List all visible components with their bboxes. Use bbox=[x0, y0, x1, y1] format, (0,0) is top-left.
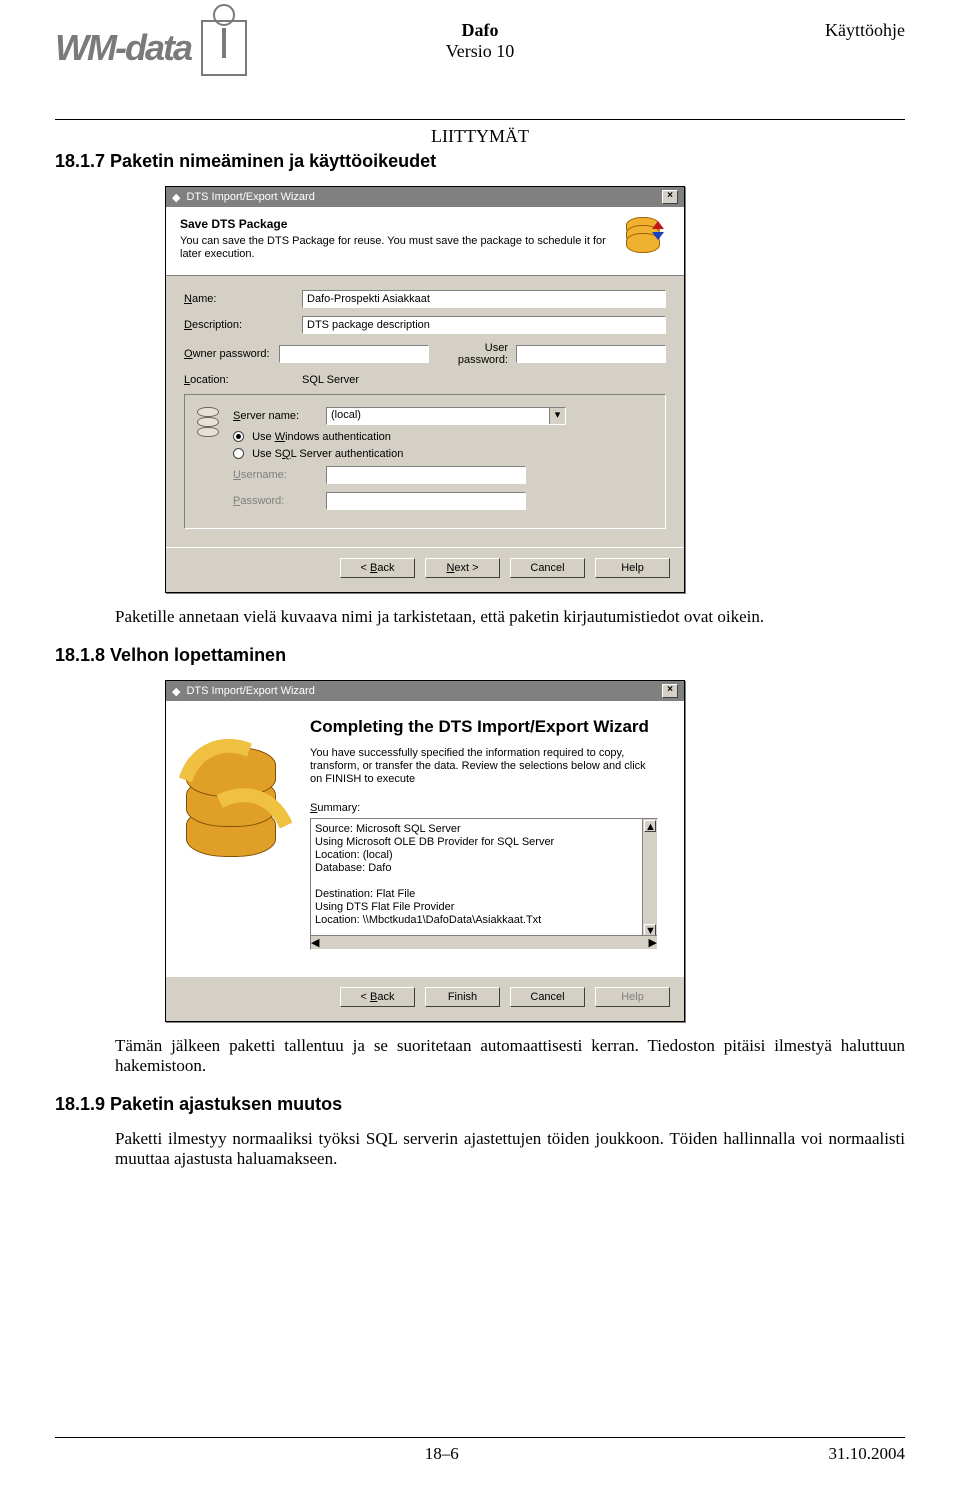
dialog-banner: Save DTS Package You can save the DTS Pa… bbox=[166, 207, 684, 276]
dts-wizard-save-dialog: ◆ DTS Import/Export Wizard × Save DTS Pa… bbox=[165, 186, 685, 593]
footer-date: 31.10.2004 bbox=[829, 1444, 906, 1464]
dts-wizard-finish-dialog: ◆ DTS Import/Export Wizard × Completing … bbox=[165, 680, 685, 1022]
dialog-body: Completing the DTS Import/Export Wizard … bbox=[166, 701, 684, 976]
finish-heading: Completing the DTS Import/Export Wizard bbox=[310, 717, 658, 737]
help-button[interactable]: Help bbox=[595, 558, 670, 578]
username-label: Username: bbox=[233, 469, 318, 481]
dialog-buttons: < Back Finish Cancel Help bbox=[166, 976, 684, 1021]
banner-title: Save DTS Package bbox=[180, 217, 622, 231]
scroll-up-icon[interactable]: ▲ bbox=[644, 820, 656, 832]
owner-password-label: Owner password: bbox=[184, 348, 271, 360]
doc-type: Käyttöohje bbox=[825, 20, 905, 41]
chevron-down-icon[interactable]: ▾ bbox=[549, 408, 565, 424]
page-footer: 18–6 31.10.2004 bbox=[55, 1437, 905, 1464]
cancel-button[interactable]: Cancel bbox=[510, 558, 585, 578]
package-icon bbox=[622, 217, 670, 261]
finish-paragraph: You have successfully specified the info… bbox=[310, 747, 658, 786]
title-icon: ◆ bbox=[172, 191, 180, 204]
radio-icon bbox=[233, 448, 244, 459]
wizard-graphic bbox=[182, 717, 292, 960]
back-button[interactable]: < Back bbox=[340, 558, 415, 578]
server-icon bbox=[197, 407, 221, 447]
server-name-value: (local) bbox=[327, 408, 549, 424]
sec-18-1-7-heading: 18.1.7 Paketin nimeäminen ja käyttöoikeu… bbox=[55, 151, 905, 172]
name-label: Name: bbox=[184, 293, 294, 305]
sec-18-1-9-heading: 18.1.9 Paketin ajastuksen muutos bbox=[55, 1094, 905, 1115]
user-password-label: User password: bbox=[437, 342, 508, 366]
next-button[interactable]: Next > bbox=[425, 558, 500, 578]
page-header: WM-data Dafo Versio 10 Käyttöohje bbox=[55, 20, 905, 120]
finish-button[interactable]: Finish bbox=[425, 987, 500, 1007]
logo-text: WM-data bbox=[55, 27, 191, 69]
dialog-title: DTS Import/Export Wizard bbox=[186, 685, 314, 697]
username-field bbox=[326, 466, 526, 484]
windows-auth-radio[interactable]: Use Windows authentication bbox=[233, 431, 651, 443]
summary-label: Summary: bbox=[310, 802, 658, 814]
name-field[interactable] bbox=[302, 290, 666, 308]
description-field[interactable] bbox=[302, 316, 666, 334]
dialog-titlebar[interactable]: ◆ DTS Import/Export Wizard × bbox=[166, 187, 684, 207]
help-button: Help bbox=[595, 987, 670, 1007]
sec-18-1-7-body: Paketille annetaan vielä kuvaava nimi ja… bbox=[115, 607, 905, 627]
location-value: SQL Server bbox=[302, 374, 359, 386]
vertical-scrollbar[interactable]: ▲ ▼ bbox=[642, 819, 657, 935]
header-center: Dafo Versio 10 bbox=[446, 20, 515, 62]
logo: WM-data bbox=[55, 20, 305, 76]
password-label: Password: bbox=[233, 495, 318, 507]
owner-password-field[interactable] bbox=[279, 345, 429, 363]
dialog-body: Name: Description: Owner password: User … bbox=[166, 276, 684, 547]
dialog-title: DTS Import/Export Wizard bbox=[186, 191, 314, 203]
product-name: Dafo bbox=[446, 20, 515, 41]
product-version: Versio 10 bbox=[446, 41, 515, 62]
scroll-right-icon[interactable]: ▶ bbox=[649, 936, 657, 949]
logo-figure-icon bbox=[201, 20, 247, 76]
sec-18-1-8-body: Tämän jälkeen paketti tallentuu ja se su… bbox=[115, 1036, 905, 1076]
server-name-combo[interactable]: (local) ▾ bbox=[326, 407, 566, 425]
server-name-label: Server name: bbox=[233, 410, 318, 422]
close-icon[interactable]: × bbox=[662, 684, 678, 698]
summary-textbox[interactable]: Source: Microsoft SQL Server Using Micro… bbox=[310, 818, 658, 950]
sql-auth-radio[interactable]: Use SQL Server authentication bbox=[233, 448, 651, 460]
banner-text: You can save the DTS Package for reuse. … bbox=[180, 235, 622, 261]
dialog-titlebar[interactable]: ◆ DTS Import/Export Wizard × bbox=[166, 681, 684, 701]
description-label: Description: bbox=[184, 319, 294, 331]
back-button[interactable]: < Back bbox=[340, 987, 415, 1007]
radio-icon bbox=[233, 431, 244, 442]
close-icon[interactable]: × bbox=[662, 190, 678, 204]
sec-18-1-8-heading: 18.1.8 Velhon lopettaminen bbox=[55, 645, 905, 666]
location-label: Location: bbox=[184, 374, 294, 386]
dialog-buttons: < Back Next > Cancel Help bbox=[166, 547, 684, 592]
password-field bbox=[326, 492, 526, 510]
page-number: 18–6 bbox=[425, 1444, 459, 1464]
summary-content: Source: Microsoft SQL Server Using Micro… bbox=[315, 823, 653, 953]
user-password-field[interactable] bbox=[516, 345, 666, 363]
sec-18-1-9-body: Paketti ilmestyy normaaliksi työksi SQL … bbox=[115, 1129, 905, 1169]
title-icon: ◆ bbox=[172, 685, 180, 698]
horizontal-scrollbar[interactable]: ◀ ▶ bbox=[311, 935, 657, 949]
server-auth-group: Server name: (local) ▾ Use Windows authe… bbox=[184, 394, 666, 529]
scroll-left-icon[interactable]: ◀ bbox=[311, 936, 319, 949]
cancel-button[interactable]: Cancel bbox=[510, 987, 585, 1007]
section-category: LIITTYMÄT bbox=[55, 126, 905, 147]
